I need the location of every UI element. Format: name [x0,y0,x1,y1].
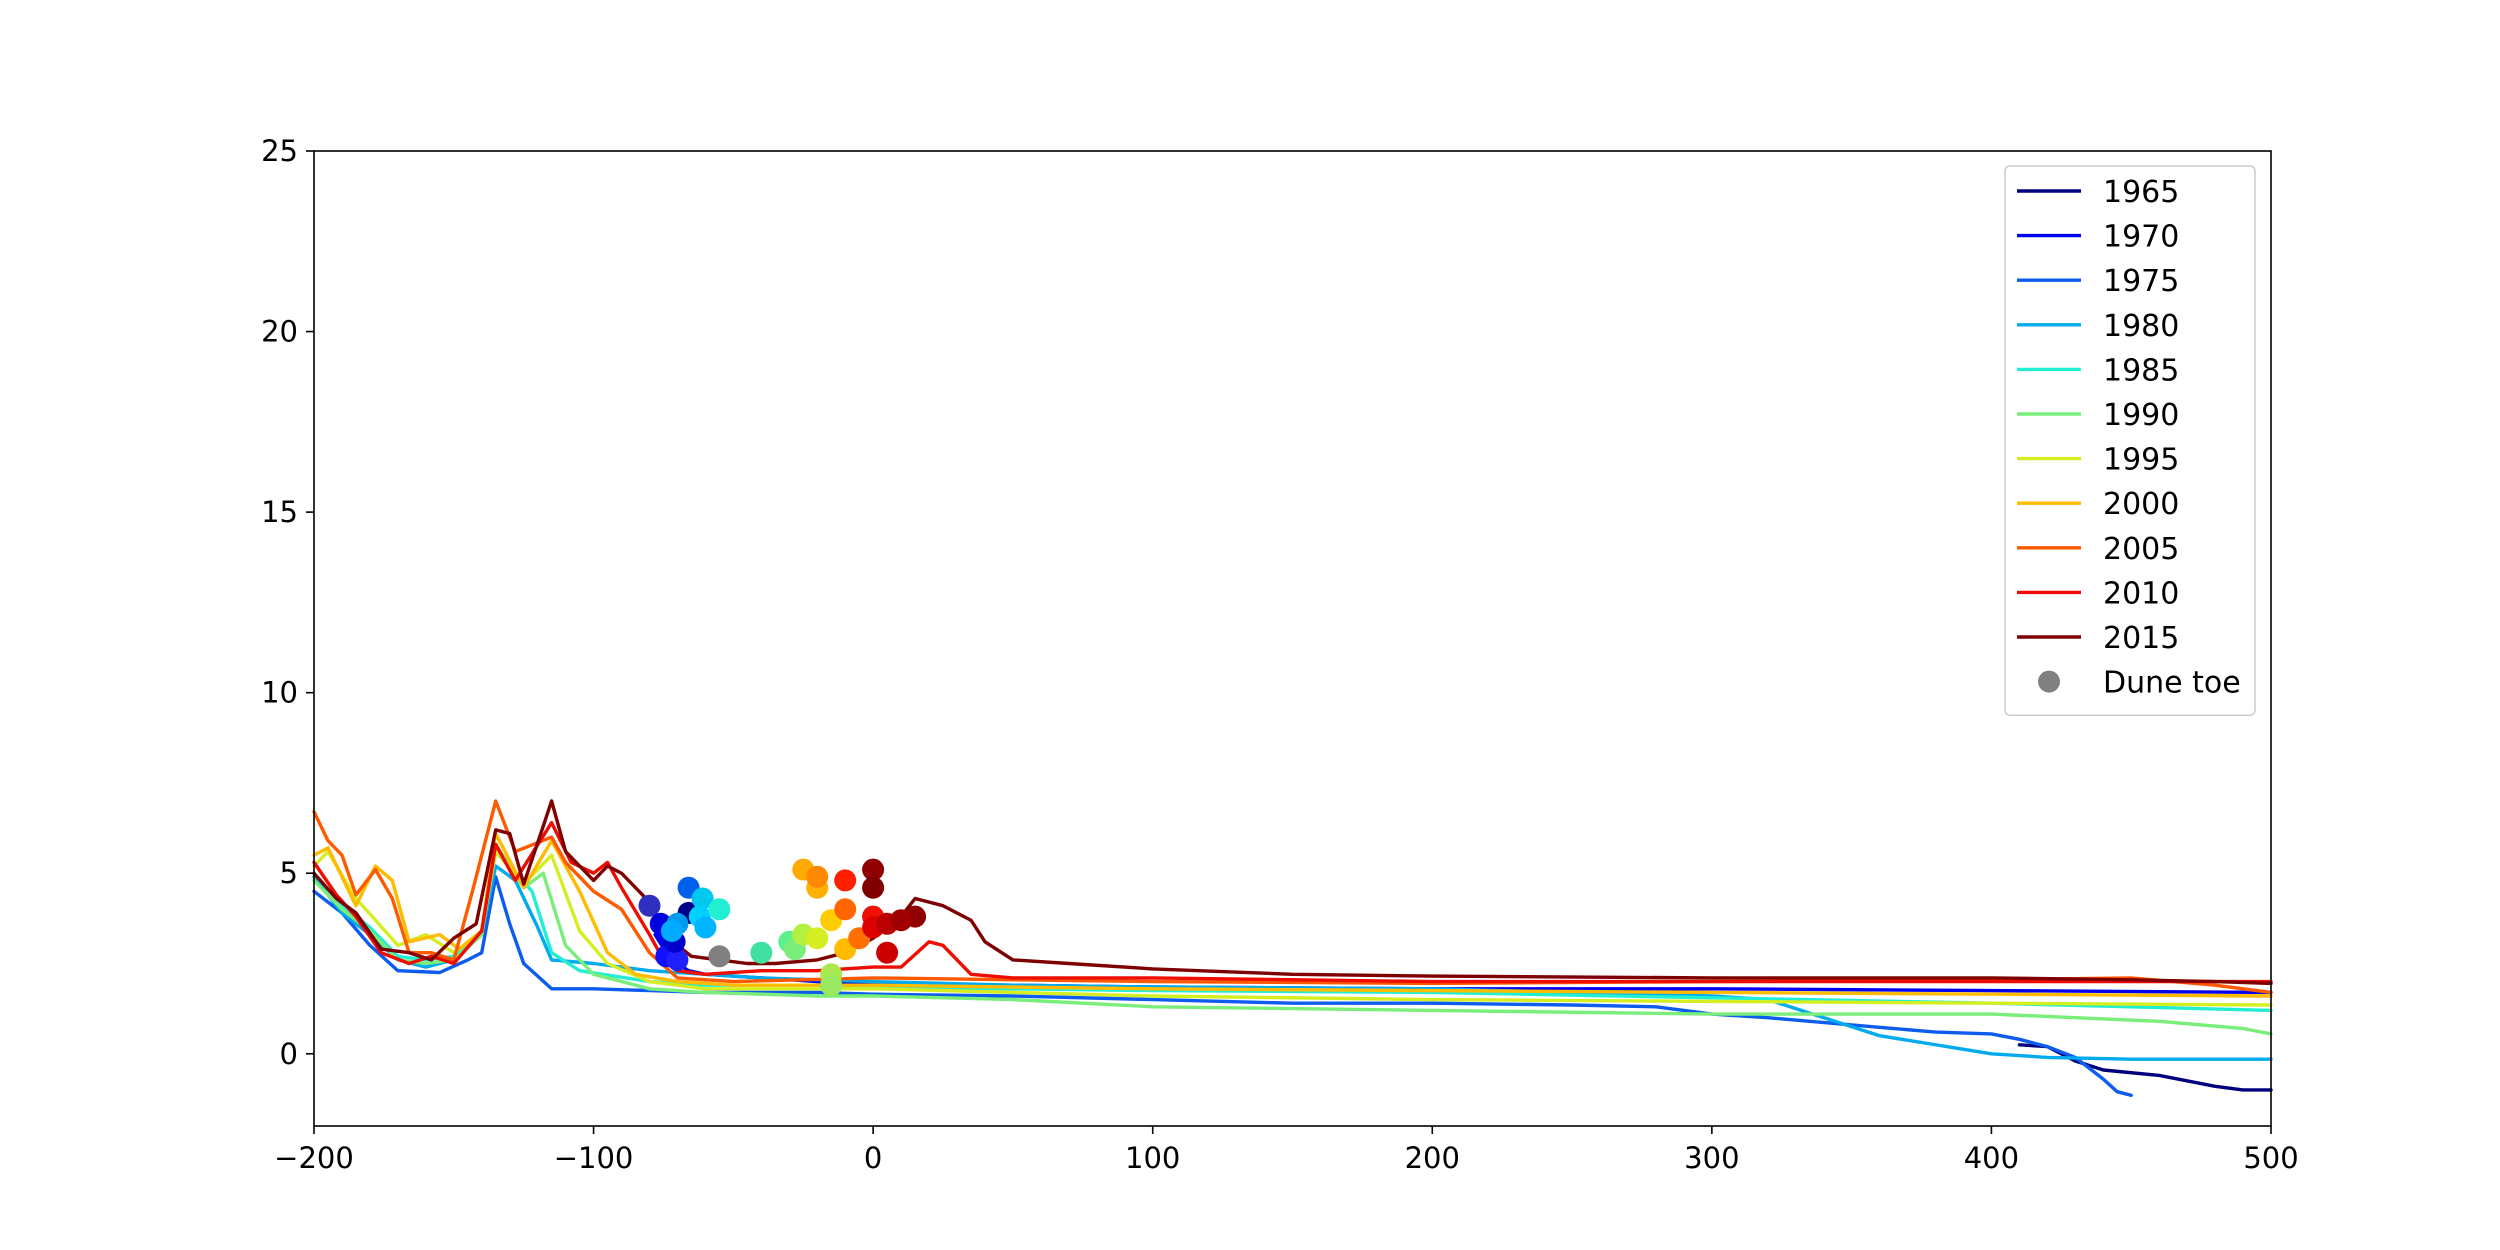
y-tick-label: 10 [261,676,298,710]
dune-toe-point [660,920,683,942]
x-tick-label: 0 [864,1141,882,1175]
x-tick-label: 200 [1405,1141,1460,1175]
dune-toe-point [862,858,885,881]
dune-toe-point [820,974,843,997]
y-tick-label: 15 [261,495,298,529]
legend-label: Dune toe [2103,666,2241,701]
series-line-1995 [312,849,2273,1007]
dune-toe-point [806,927,829,950]
legend-label: 1980 [2103,309,2179,344]
x-tick-label: 500 [2243,1141,2298,1175]
dune-toe-point [708,945,731,968]
dune-toe-point [638,894,661,917]
x-tick-label: −200 [274,1141,354,1175]
series-line-2000 [312,831,2273,998]
x-tick-label: 300 [1684,1141,1739,1175]
legend-label: 2015 [2103,621,2179,656]
series-line-1985 [312,849,2273,1013]
dune-toe-point [708,898,731,921]
dune-toe-point [876,941,899,964]
y-tick-label: 20 [261,315,298,349]
dune-toe-point [834,898,857,921]
dune-toe-point [691,887,714,910]
y-tick-label: 0 [280,1037,298,1071]
dune-toe-point [666,948,689,971]
legend-label: 1985 [2103,353,2179,388]
legend-box [2004,165,2256,716]
x-axis: −200 −100 0 100 200 300 400 500 [274,1126,2299,1175]
legend-label: 1965 [2103,175,2179,210]
dune-toe-point [694,916,717,939]
series-line-1980 [312,864,2273,1061]
x-tick-label: −100 [554,1141,634,1175]
plot-frame [313,150,2272,1127]
legend-label: 2000 [2103,487,2179,522]
y-tick-label: 5 [280,856,298,890]
legend-label: 1975 [2103,264,2179,299]
x-tick-label: 100 [1125,1141,1180,1175]
legend: 1965 1970 1975 1980 1985 1990 1995 2000 2005 2010… [2004,165,2256,716]
dune-toe-point [862,876,885,899]
legend-label: 1990 [2103,398,2179,433]
legend-label: 1970 [2103,220,2179,255]
legend-label: 2010 [2103,576,2179,611]
dune-toe-point [834,869,857,892]
y-tick-label: 25 [261,134,298,168]
legend-label: 2005 [2103,532,2179,567]
series-line-2015 [312,799,2273,986]
series-line-1975 [312,875,2133,1097]
series-layer [312,799,2273,1097]
legend-label: 1995 [2103,443,2179,478]
series-line-1990 [312,842,2273,1036]
dune-toe-point [806,865,829,888]
y-axis: 0 5 10 15 20 25 [261,134,314,1071]
dune-toe-point [890,909,913,932]
plot-background [314,151,2271,1126]
dune-toe-point [750,941,773,964]
x-tick-label: 400 [1964,1141,2019,1175]
dune-toe-markers [638,858,927,997]
legend-marker [2038,670,2060,693]
